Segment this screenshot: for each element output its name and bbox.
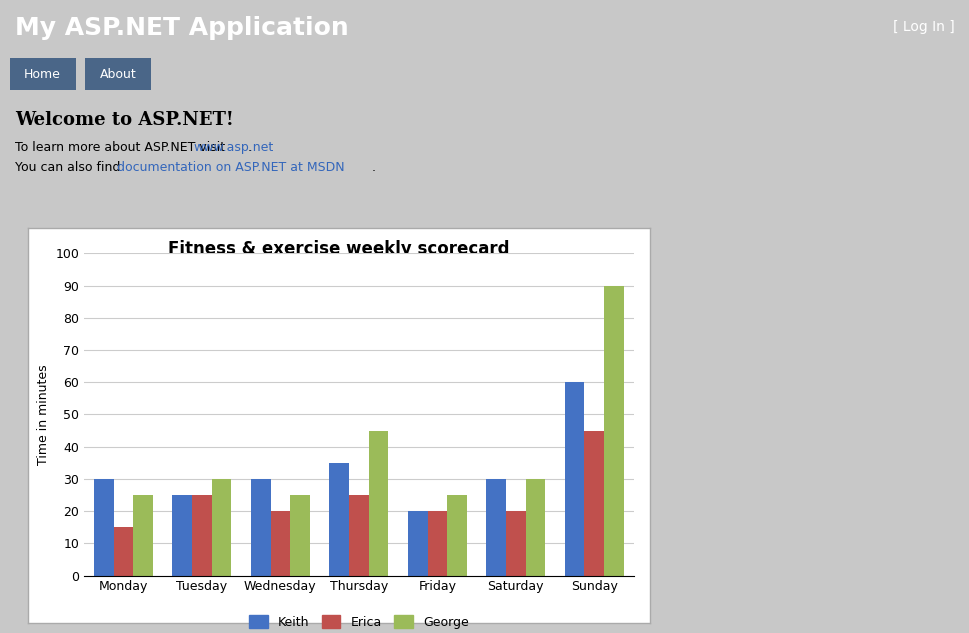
Bar: [525, 479, 546, 575]
Bar: [408, 511, 427, 575]
Bar: [427, 511, 447, 575]
Bar: [604, 285, 624, 575]
Text: .: .: [248, 141, 252, 154]
Text: .: .: [372, 161, 376, 174]
Text: documentation on ASP.NET at MSDN: documentation on ASP.NET at MSDN: [117, 161, 345, 174]
Bar: [349, 495, 368, 575]
Bar: [368, 430, 389, 575]
FancyBboxPatch shape: [85, 58, 151, 90]
Bar: [290, 495, 310, 575]
Text: Time spent in vigorous exercise: Time spent in vigorous exercise: [234, 272, 445, 284]
FancyBboxPatch shape: [10, 58, 76, 90]
Bar: [506, 511, 525, 575]
Bar: [270, 511, 290, 575]
Legend: Keith, Erica, George: Keith, Erica, George: [244, 610, 474, 633]
Text: My ASP.NET Application: My ASP.NET Application: [15, 15, 348, 39]
Text: Welcome to ASP.NET!: Welcome to ASP.NET!: [15, 111, 234, 129]
Text: [ Log In ]: [ Log In ]: [892, 20, 954, 35]
Bar: [251, 479, 270, 575]
Bar: [113, 527, 134, 575]
Text: To learn more about ASP.NET visit: To learn more about ASP.NET visit: [15, 141, 229, 154]
Text: Fitness & exercise weekly scorecard: Fitness & exercise weekly scorecard: [169, 240, 510, 258]
Text: Home: Home: [24, 68, 61, 80]
Bar: [584, 430, 604, 575]
Bar: [211, 479, 232, 575]
Text: About: About: [100, 68, 137, 80]
Bar: [134, 495, 153, 575]
Bar: [94, 479, 113, 575]
Y-axis label: Time in minutes: Time in minutes: [37, 364, 50, 465]
Bar: [486, 479, 506, 575]
Bar: [329, 463, 349, 575]
Text: www.asp.net: www.asp.net: [193, 141, 273, 154]
Bar: [565, 382, 584, 575]
Bar: [192, 495, 211, 575]
Text: You can also find: You can also find: [15, 161, 124, 174]
Bar: [172, 495, 192, 575]
Bar: [447, 495, 467, 575]
